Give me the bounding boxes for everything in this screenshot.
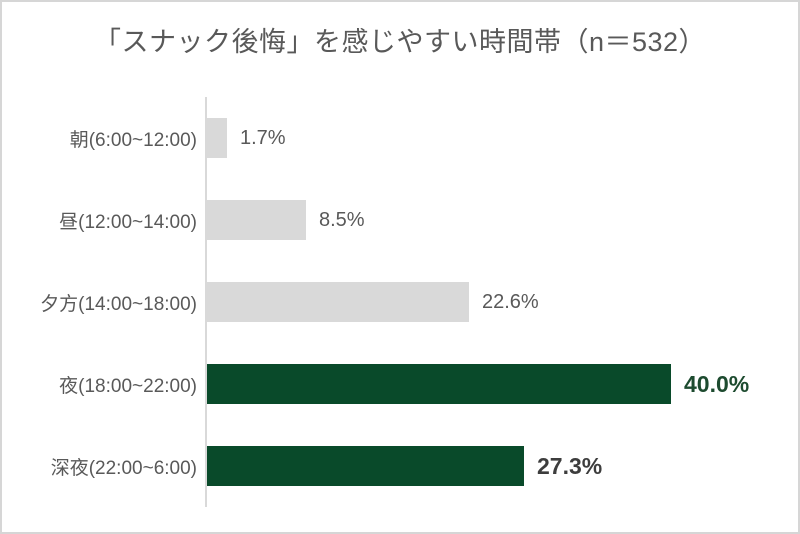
value-label: 1.7% (240, 126, 286, 149)
category-label: 深夜(22:00~6:00) (50, 457, 197, 479)
value-label: 8.5% (319, 208, 365, 231)
bar (207, 200, 306, 240)
value-label: 27.3% (537, 452, 603, 479)
bar-row: 夕方(14:00~18:00) 22.6% (2, 261, 798, 343)
chart-title: 「スナック後悔」を感じやすい時間帯（n＝532） (93, 27, 707, 57)
bar (207, 118, 227, 158)
bar-row: 昼(12:00~14:00) 8.5% (2, 179, 798, 261)
bar-track: 27.3% (205, 425, 798, 507)
category-label: 昼(12:00~14:00) (59, 211, 197, 233)
bar-track: 8.5% (205, 179, 798, 261)
bar-row: 深夜(22:00~6:00) 27.3% (2, 425, 798, 507)
category-label: 夜(18:00~22:00) (59, 375, 197, 397)
bar-track: 40.0% (205, 343, 798, 425)
bar-track: 1.7% (205, 97, 798, 179)
bar (207, 446, 524, 486)
category-label: 夕方(14:00~18:00) (40, 293, 197, 315)
value-label: 22.6% (482, 290, 539, 313)
bar-row: 夜(18:00~22:00) 40.0% (2, 343, 798, 425)
bar-track: 22.6% (205, 261, 798, 343)
bar (207, 282, 469, 322)
bar-chart-plot-area: 朝(6:00~12:00) 1.7% 昼(12:00~14:00) 8.5% 夕… (2, 97, 798, 507)
bar (207, 364, 671, 404)
bar-row: 朝(6:00~12:00) 1.7% (2, 97, 798, 179)
value-label: 40.0% (684, 370, 750, 397)
category-label: 朝(6:00~12:00) (69, 129, 197, 151)
